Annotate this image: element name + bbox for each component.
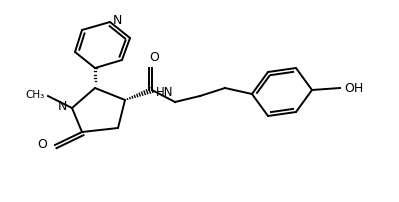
Text: O: O	[149, 51, 159, 64]
Text: HN: HN	[156, 86, 173, 99]
Text: O: O	[37, 139, 47, 152]
Text: N: N	[113, 15, 122, 27]
Text: N: N	[57, 100, 67, 113]
Text: OH: OH	[344, 81, 363, 95]
Text: CH₃: CH₃	[26, 90, 45, 100]
